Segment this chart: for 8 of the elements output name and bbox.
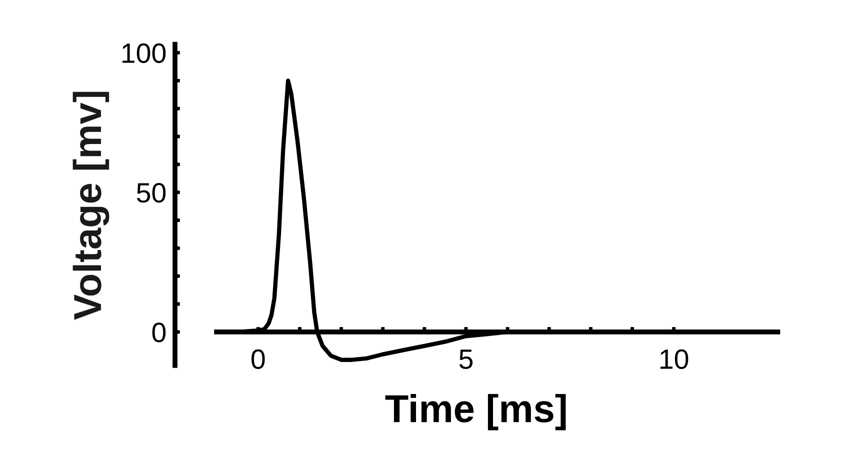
y-tick-label: 50 [136,183,166,203]
y-axis-title: Voltage [mv] [72,92,110,320]
x-tick-label: 10 [660,349,688,370]
y-tick-label: 0 [152,322,166,342]
y-tick-label: 100 [122,43,166,64]
x-tick-label: 0 [252,349,265,370]
x-tick-label: 5 [459,350,473,370]
x-axis-title: Time [ms] [385,394,566,430]
